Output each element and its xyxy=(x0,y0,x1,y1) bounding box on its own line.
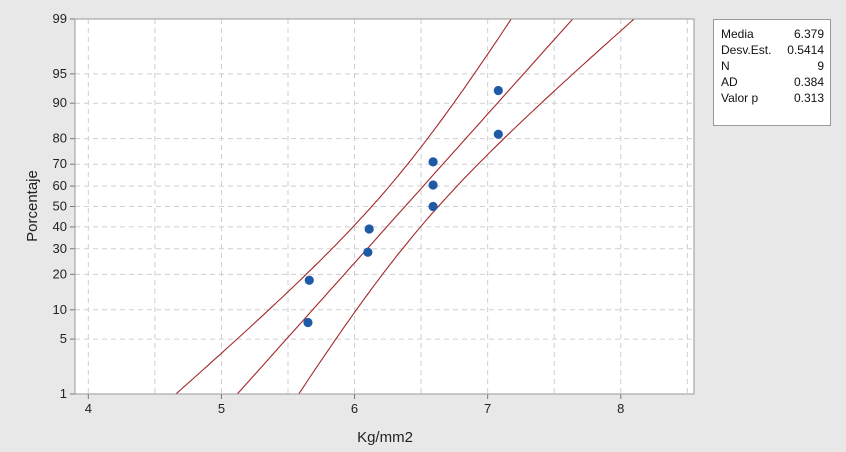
data-point xyxy=(493,129,503,139)
data-point xyxy=(493,85,503,96)
data-point xyxy=(364,224,374,234)
y-axis-label: Porcentaje xyxy=(24,170,41,242)
y-tick-label: 80 xyxy=(53,131,67,146)
confidence-band-upper xyxy=(175,19,512,394)
y-tick-label: 1 xyxy=(60,386,67,401)
stats-value: 0.313 xyxy=(793,91,824,105)
data-point xyxy=(304,275,314,285)
x-tick-label: 6 xyxy=(351,401,358,416)
y-tick-label: 90 xyxy=(53,95,67,110)
data-point xyxy=(428,180,438,190)
stats-label: AD xyxy=(721,75,738,89)
y-tick-label: 95 xyxy=(53,66,67,81)
data-points xyxy=(303,85,503,328)
y-tick-label: 30 xyxy=(53,241,67,256)
x-axis-label: Kg/mm2 xyxy=(357,429,413,446)
x-tick-label: 7 xyxy=(484,401,491,416)
data-point xyxy=(428,201,438,212)
axis-ticks: 4 5 6 7 8 1 5 10 20 30 40 50 60 70 80 90 95 99 xyxy=(53,11,625,416)
data-point xyxy=(363,247,373,257)
x-tick-label: 5 xyxy=(218,401,225,416)
stats-value: 9 xyxy=(817,59,824,73)
stats-row-n: N 9 xyxy=(721,58,824,74)
stats-label: Desv.Est. xyxy=(721,43,772,57)
confidence-band-lower xyxy=(298,19,635,394)
y-tick-label: 99 xyxy=(53,11,67,26)
stats-value: 0.384 xyxy=(793,75,824,89)
y-tick-label: 5 xyxy=(60,331,67,346)
statistics-box: Media 6.379 Desv.Est. 0.5414 N 9 AD 0.38… xyxy=(713,19,831,126)
stats-label: Media xyxy=(721,27,754,41)
confidence-band xyxy=(175,19,635,394)
data-point xyxy=(303,317,313,328)
stats-label: N xyxy=(721,59,730,73)
stats-row-valor-p: Valor p 0.313 xyxy=(721,90,824,106)
grid-lines xyxy=(75,19,694,394)
stats-label: Valor p xyxy=(721,91,759,105)
y-tick-label: 40 xyxy=(53,219,67,234)
stats-value: 6.379 xyxy=(793,27,824,41)
data-point xyxy=(428,157,438,167)
stats-row-media: Media 6.379 xyxy=(721,26,824,42)
y-tick-label: 50 xyxy=(53,199,67,214)
y-tick-label: 70 xyxy=(53,156,67,171)
y-tick-label: 10 xyxy=(53,302,67,317)
plot-frame xyxy=(74,18,695,395)
stats-row-ad: AD 0.384 xyxy=(721,74,824,90)
stats-value: 0.5414 xyxy=(787,43,824,57)
stats-row-desv-est: Desv.Est. 0.5414 xyxy=(721,42,824,58)
x-tick-label: 4 xyxy=(85,401,92,416)
y-tick-label: 60 xyxy=(53,178,67,193)
fitted-line xyxy=(236,19,574,394)
y-tick-label: 20 xyxy=(53,266,67,281)
x-tick-label: 8 xyxy=(617,401,624,416)
